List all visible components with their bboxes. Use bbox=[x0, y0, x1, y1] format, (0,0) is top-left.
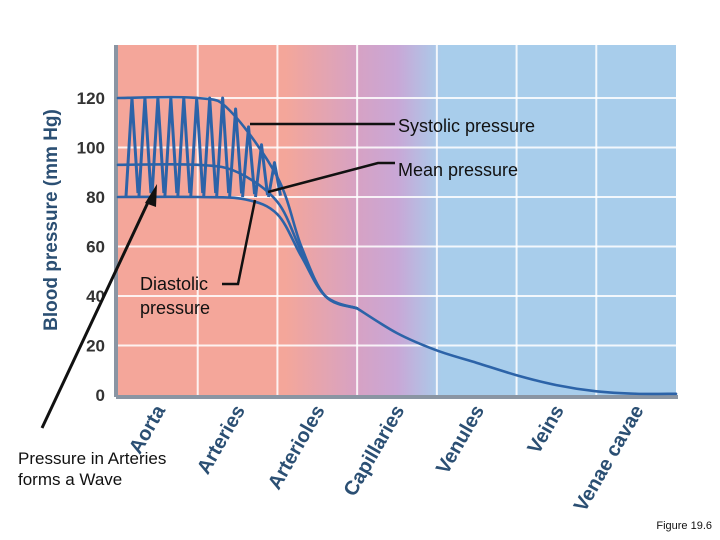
x-category-label: Veins bbox=[524, 402, 569, 458]
series-line-3 bbox=[355, 307, 678, 396]
diastolic-callout-line1: Diastolic bbox=[140, 274, 208, 294]
y-tick-label: 80 bbox=[86, 188, 105, 207]
mean-callout-line bbox=[267, 161, 395, 194]
figure-label: Figure 19.6 bbox=[656, 520, 712, 532]
x-category-label: Capillaries bbox=[340, 402, 410, 501]
systolic-callout: Systolic pressure bbox=[398, 116, 535, 136]
y-tick-label: 100 bbox=[77, 139, 105, 158]
y-tick-label: 120 bbox=[77, 89, 105, 108]
wave-note: Pressure in Arteries forms a Wave bbox=[18, 449, 167, 489]
x-category-label: Venae cavae bbox=[570, 402, 649, 516]
wave-arrow-head bbox=[145, 184, 157, 207]
y-tick-label: 20 bbox=[86, 337, 105, 356]
grid-lines bbox=[118, 45, 676, 395]
y-tick-label: 0 bbox=[96, 386, 105, 405]
series-line-2 bbox=[116, 195, 359, 310]
x-category-label: Arteries bbox=[193, 402, 250, 478]
diastolic-callout-line2: pressure bbox=[140, 298, 210, 318]
x-category-label: Arterioles bbox=[264, 402, 330, 494]
x-category-label: Venules bbox=[432, 402, 489, 478]
y-tick-label: 60 bbox=[86, 238, 105, 257]
wave-arrow-line bbox=[40, 197, 152, 429]
diastolic-callout-line bbox=[222, 199, 257, 286]
mean-callout: Mean pressure bbox=[398, 160, 518, 180]
y-axis-label: Blood pressure (mm Hg) bbox=[41, 109, 62, 331]
